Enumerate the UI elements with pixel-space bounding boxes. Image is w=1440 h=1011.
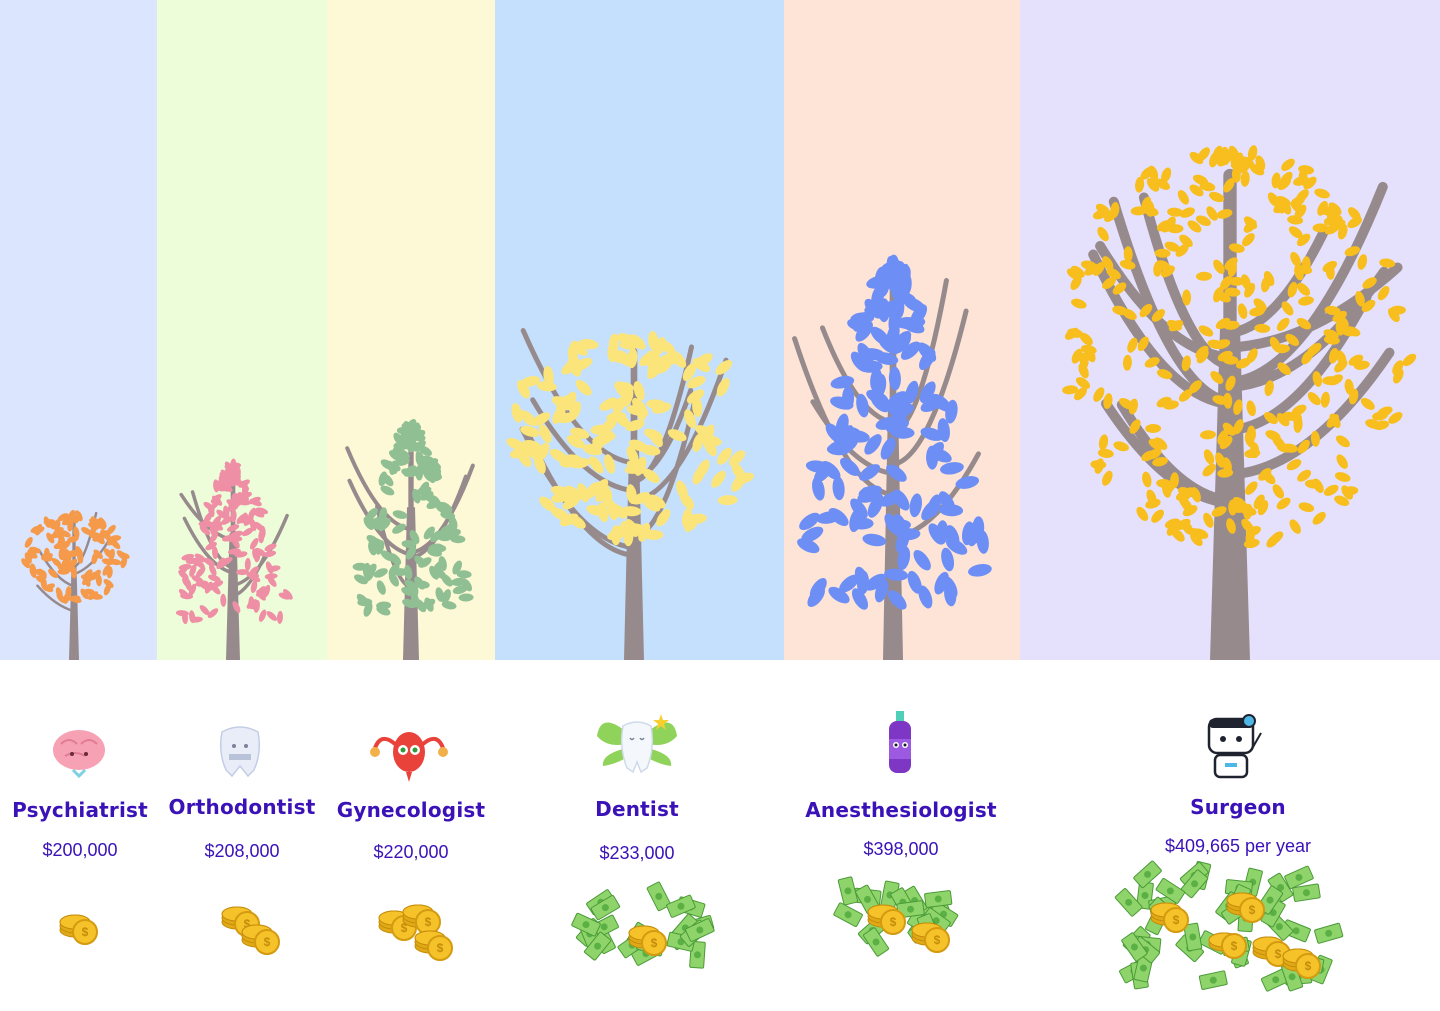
cash-and-coins-icon: $$ [833,876,959,957]
tree-leaves [21,509,130,604]
profession-salary: $200,000 [42,840,118,860]
surgeon-robot-mascot-icon [1207,714,1262,779]
tree-leaves [352,419,474,617]
profession-gynecologist: Gynecologist $220,000 [331,0,491,1011]
svg-text:$: $ [1305,959,1312,973]
tooth-fairy-mascot-icon [597,714,677,774]
tree-dentist [506,328,754,660]
tree-leaves [797,254,992,610]
profession-name: Surgeon [1190,795,1286,819]
band-orthodontist [157,0,327,660]
profession-dentist: Dentist $233,000 [537,0,737,1011]
profession-salary: $409,665 per year [1164,836,1312,856]
profession-name: Dentist [595,797,679,821]
tooth-braces-mascot-icon [219,726,261,778]
svg-text:$: $ [1231,939,1238,953]
svg-text:$: $ [651,936,658,950]
profession-salary: $233,000 [599,843,675,863]
profession-name: Orthodontist [168,795,316,819]
cash-and-coins-icon: $ $ $ $ $ [1114,860,1344,992]
profession-salary: $208,000 [204,841,280,861]
profession-name: Psychiatrist [12,798,148,822]
tree-leaves [506,330,754,547]
profession-orthodontist: Orthodontist $208,000 [162,0,322,1011]
svg-text:$: $ [1275,947,1282,961]
svg-text:$: $ [244,917,251,931]
vial-mascot-icon [889,711,911,773]
cash-and-coins-icon: $ [571,881,715,969]
tree-orthodontist [175,458,293,660]
profession-salary: $220,000 [373,842,449,862]
svg-text:$: $ [1249,903,1256,917]
uterus-mascot-icon [370,732,448,782]
coins-icon: $$ [221,906,280,955]
coins-icon: $ $ $ [378,904,453,961]
svg-text:$: $ [401,921,408,935]
tree-leaves [175,458,293,625]
tree-gynecologist [345,419,475,660]
svg-text:$: $ [934,933,941,947]
profession-surgeon: Surgeon $409,665 per year [1118,0,1358,1011]
svg-text:$: $ [425,915,432,929]
profession-name: Gynecologist [336,798,486,822]
coins-icon: $ [59,914,98,945]
tree-surgeon [1062,145,1417,660]
svg-text:$: $ [890,915,897,929]
profession-psychiatrist: Psychiatrist $200,000 [0,0,160,1011]
svg-text:$: $ [1173,913,1180,927]
brain-mascot-icon [53,730,105,779]
tree-leaves [1062,145,1417,549]
svg-text:$: $ [437,941,444,955]
profession-anesthesiologist: Anesthesiologist $398,000 [786,0,1016,1011]
profession-name: Anesthesiologist [805,798,997,822]
tree-psychiatrist [21,509,130,660]
svg-text:$: $ [82,925,89,939]
svg-text:$: $ [264,935,271,949]
profession-salary: $398,000 [863,839,939,859]
tree-anesthesiologist [792,254,992,660]
